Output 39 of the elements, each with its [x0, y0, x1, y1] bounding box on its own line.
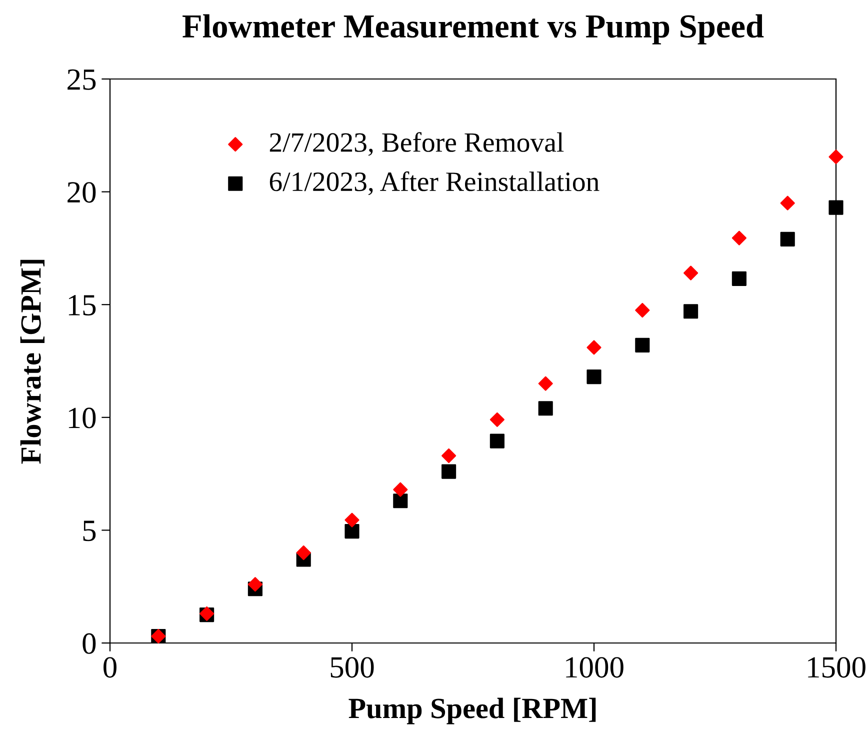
- point: [732, 271, 746, 286]
- point: [538, 401, 553, 416]
- x-tick-label: 500: [330, 657, 374, 678]
- point: [732, 230, 746, 246]
- point: [828, 200, 844, 215]
- y-tick-label: 15: [68, 295, 96, 316]
- x-tick-label: 1500: [808, 657, 866, 678]
- point: [828, 150, 844, 164]
- point: [780, 196, 795, 210]
- legend-label: 6/1/2023, After Reinstallation: [270, 171, 600, 196]
- point: [393, 482, 408, 497]
- x-tick-label: 0: [104, 657, 116, 678]
- point: [684, 304, 698, 319]
- y-tick-label: 25: [68, 69, 96, 90]
- point: [684, 266, 698, 280]
- point: [586, 340, 602, 355]
- x-tick-label: 1000: [566, 657, 624, 678]
- point: [344, 524, 360, 539]
- point: [586, 370, 602, 384]
- point: [635, 338, 650, 352]
- y-tick-label: 10: [68, 408, 96, 428]
- point: [538, 376, 553, 391]
- legend-label: 2/7/2023, Before Removal: [270, 132, 564, 156]
- point: [635, 302, 650, 318]
- y-tick-label: 20: [68, 182, 96, 203]
- y-axis-title: Flowrate [GPM]: [20, 260, 44, 464]
- y-tick-label: 5: [83, 520, 96, 542]
- chart-title: Flowmeter Measurement vs Pump Speed: [182, 14, 764, 44]
- y-tick-label: 0: [82, 633, 96, 654]
- point: [248, 577, 262, 592]
- point: [344, 512, 360, 528]
- point: [780, 232, 795, 246]
- point: [442, 448, 456, 464]
- point: [393, 494, 408, 508]
- point: [296, 545, 311, 560]
- point: [490, 412, 504, 427]
- point: [442, 464, 456, 479]
- point: [490, 434, 504, 448]
- x-axis-title: Pump Speed [RPM]: [348, 698, 596, 724]
